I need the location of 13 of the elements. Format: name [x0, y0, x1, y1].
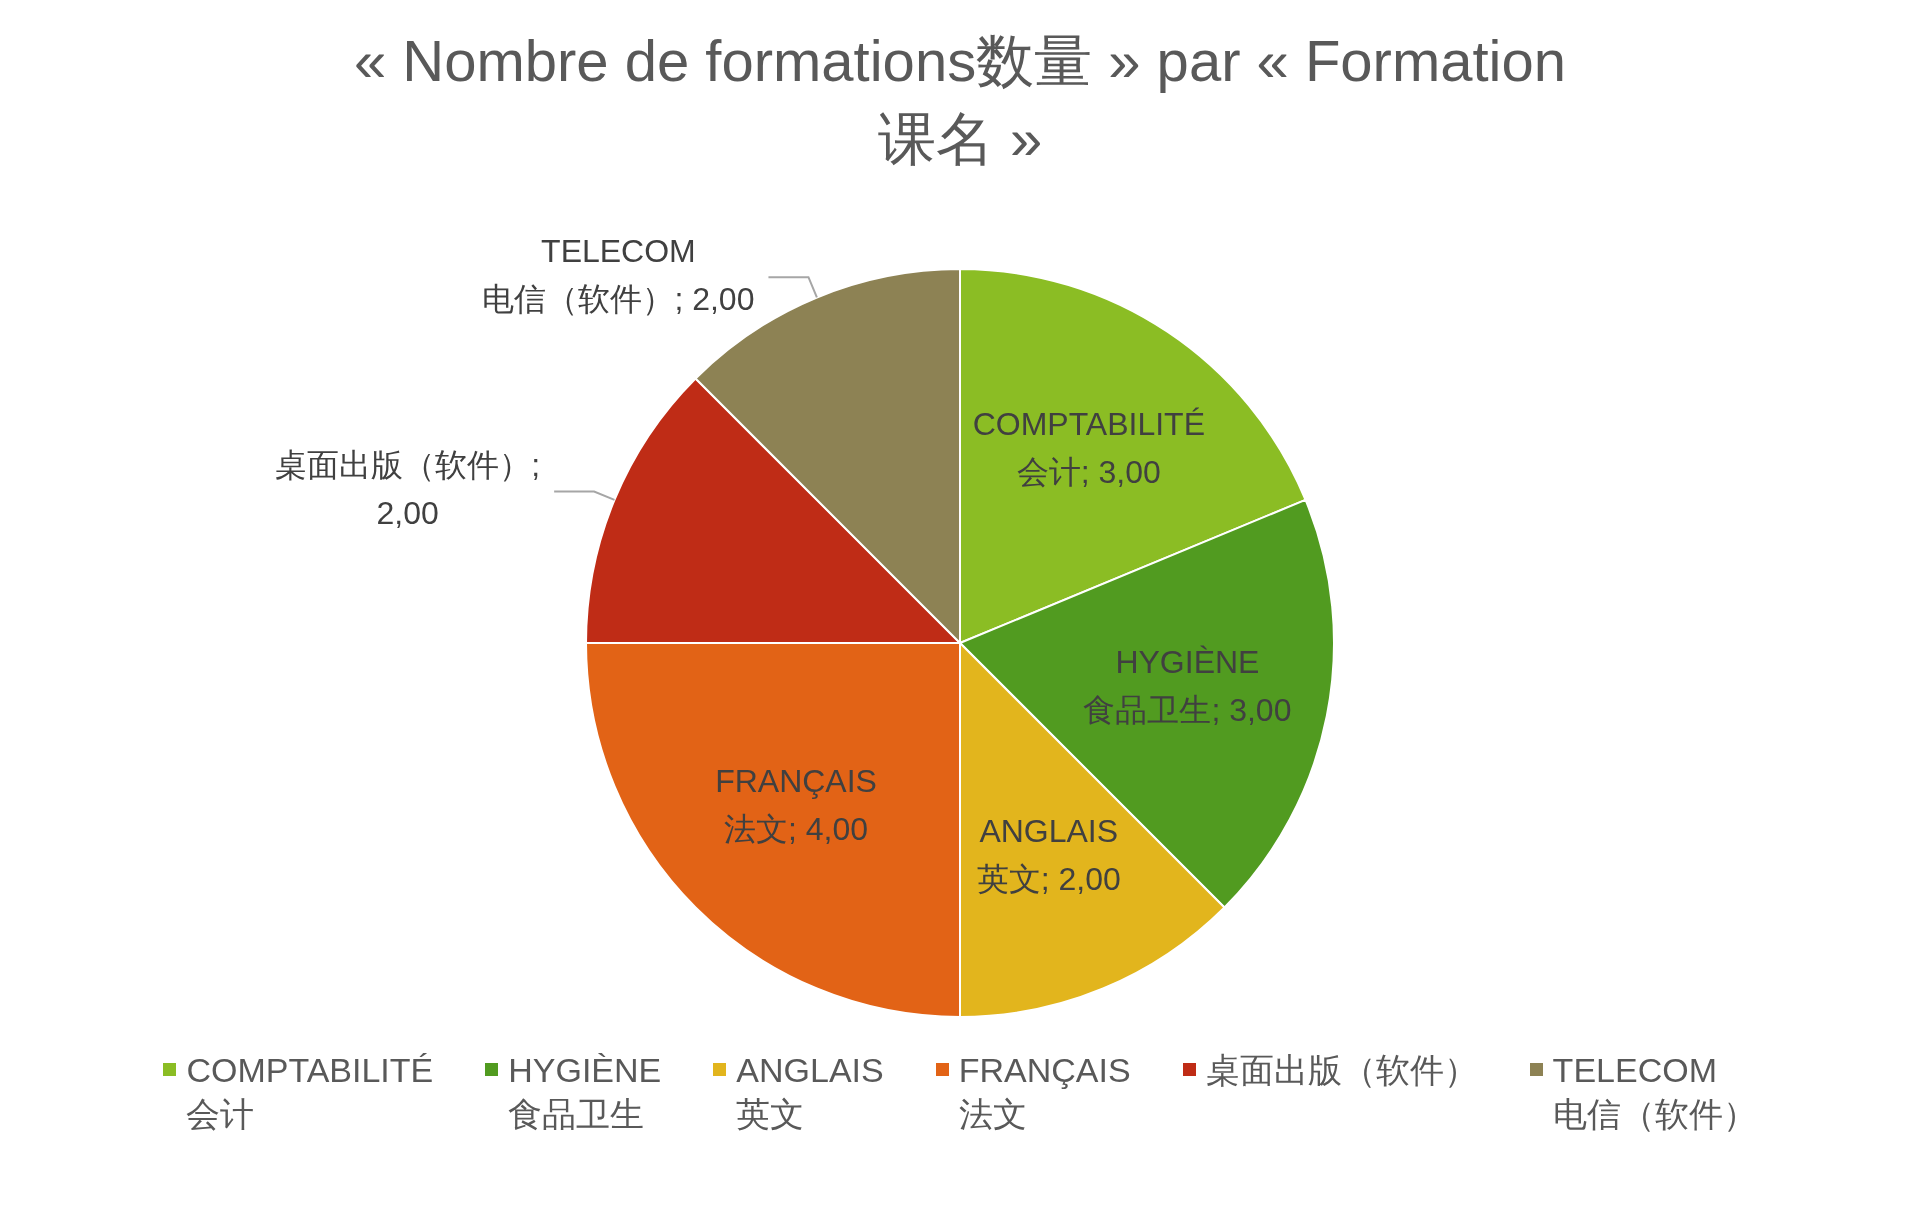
legend-label: 桌面出版（软件） — [1205, 1050, 1478, 1091]
legend-label: HYGIÈNE 食品卫生 — [508, 1050, 662, 1135]
data-label: TELECOM 电信（软件）; 2,00 — [482, 232, 755, 317]
data-label: FRANÇAIS 法文; 4,00 — [715, 762, 877, 847]
data-label: ANGLAIS 英文; 2,00 — [976, 813, 1121, 898]
chart-title: « Nombre de formations数量 » par « Formation 课名 » — [352, 27, 1568, 173]
data-label: COMPTABILITÉ 会计; 3,00 — [972, 406, 1205, 491]
data-label: 桌面出版（软件）; 2,00 — [275, 447, 541, 532]
legend-label: FRANÇAIS 法文 — [958, 1050, 1131, 1135]
legend-label: COMPTABILITÉ 会计 — [186, 1050, 434, 1135]
legend-label: ANGLAIS 英文 — [736, 1050, 884, 1135]
legend-label: TELECOM 电信（软件） — [1552, 1050, 1757, 1135]
data-label: HYGIÈNE 食品卫生; 3,00 — [1083, 644, 1292, 729]
